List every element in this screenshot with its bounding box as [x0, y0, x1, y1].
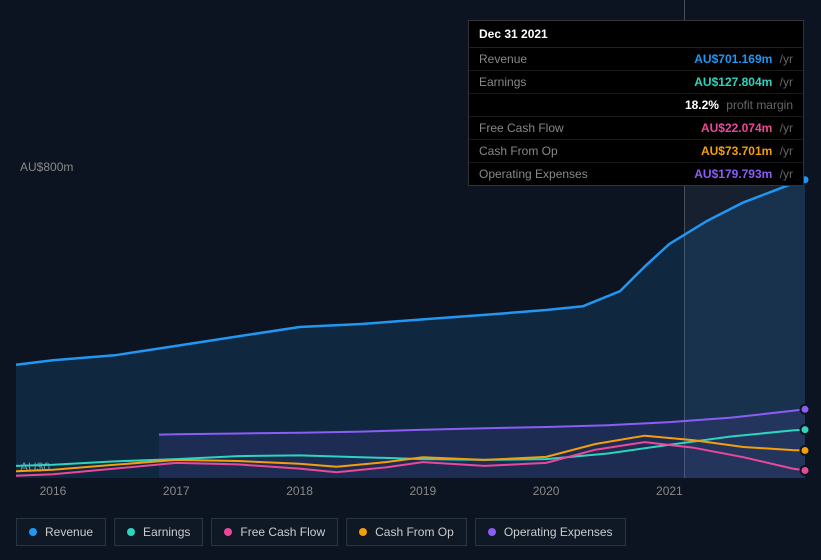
x-axis: 2016 2017 2018 2019 2020 2021: [16, 484, 805, 504]
x-tick: 2021: [656, 484, 683, 498]
legend-dot-icon: [359, 528, 367, 536]
y-tick-max: AU$800m: [20, 160, 73, 174]
tooltip-value: AU$127.804m /yr: [694, 75, 793, 89]
tooltip-label: Free Cash Flow: [479, 121, 701, 135]
tooltip-label: Earnings: [479, 75, 694, 89]
tooltip-value: AU$73.701m /yr: [701, 144, 793, 158]
series-end-dot-operating_expenses: [801, 405, 810, 414]
tooltip-value: AU$179.793m /yr: [694, 167, 793, 181]
tooltip-row: RevenueAU$701.169m /yr: [469, 48, 803, 71]
series-end-dot-cash_from_op: [801, 446, 810, 455]
legend-dot-icon: [224, 528, 232, 536]
legend-label: Free Cash Flow: [240, 525, 325, 539]
tooltip-row: Free Cash FlowAU$22.074m /yr: [469, 117, 803, 140]
series-end-dot-free_cash_flow: [801, 466, 810, 475]
legend-label: Cash From Op: [375, 525, 454, 539]
tooltip-row: Cash From OpAU$73.701m /yr: [469, 140, 803, 163]
tooltip-value: AU$22.074m /yr: [701, 121, 793, 135]
tooltip-date: Dec 31 2021: [469, 21, 803, 48]
legend-item-revenue[interactable]: Revenue: [16, 518, 106, 546]
tooltip-value: AU$701.169m /yr: [694, 52, 793, 66]
tooltip-label: [479, 98, 685, 112]
tooltip-row: Operating ExpensesAU$179.793m /yr: [469, 163, 803, 185]
chart-svg: [16, 176, 805, 478]
tooltip-row: 18.2% profit margin: [469, 94, 803, 117]
x-tick: 2019: [409, 484, 436, 498]
legend-item-free_cash_flow[interactable]: Free Cash Flow: [211, 518, 338, 546]
tooltip-label: Cash From Op: [479, 144, 701, 158]
tooltip-label: Revenue: [479, 52, 694, 66]
x-tick: 2017: [163, 484, 190, 498]
legend-dot-icon: [29, 528, 37, 536]
tooltip-row: EarningsAU$127.804m /yr: [469, 71, 803, 94]
legend-item-cash_from_op[interactable]: Cash From Op: [346, 518, 467, 546]
legend-label: Earnings: [143, 525, 190, 539]
legend-item-earnings[interactable]: Earnings: [114, 518, 203, 546]
series-end-dot-earnings: [801, 425, 810, 434]
x-tick: 2016: [40, 484, 67, 498]
chart-legend: Revenue Earnings Free Cash Flow Cash From O…: [16, 518, 626, 546]
x-tick: 2020: [533, 484, 560, 498]
legend-label: Operating Expenses: [504, 525, 613, 539]
tooltip-value: 18.2% profit margin: [685, 98, 793, 112]
tooltip-label: Operating Expenses: [479, 167, 694, 181]
chart-tooltip: Dec 31 2021 RevenueAU$701.169m /yrEarnin…: [468, 20, 804, 186]
chart-plot-area: [16, 176, 805, 478]
legend-dot-icon: [488, 528, 496, 536]
x-tick: 2018: [286, 484, 313, 498]
legend-dot-icon: [127, 528, 135, 536]
legend-label: Revenue: [45, 525, 93, 539]
legend-item-operating_expenses[interactable]: Operating Expenses: [475, 518, 626, 546]
